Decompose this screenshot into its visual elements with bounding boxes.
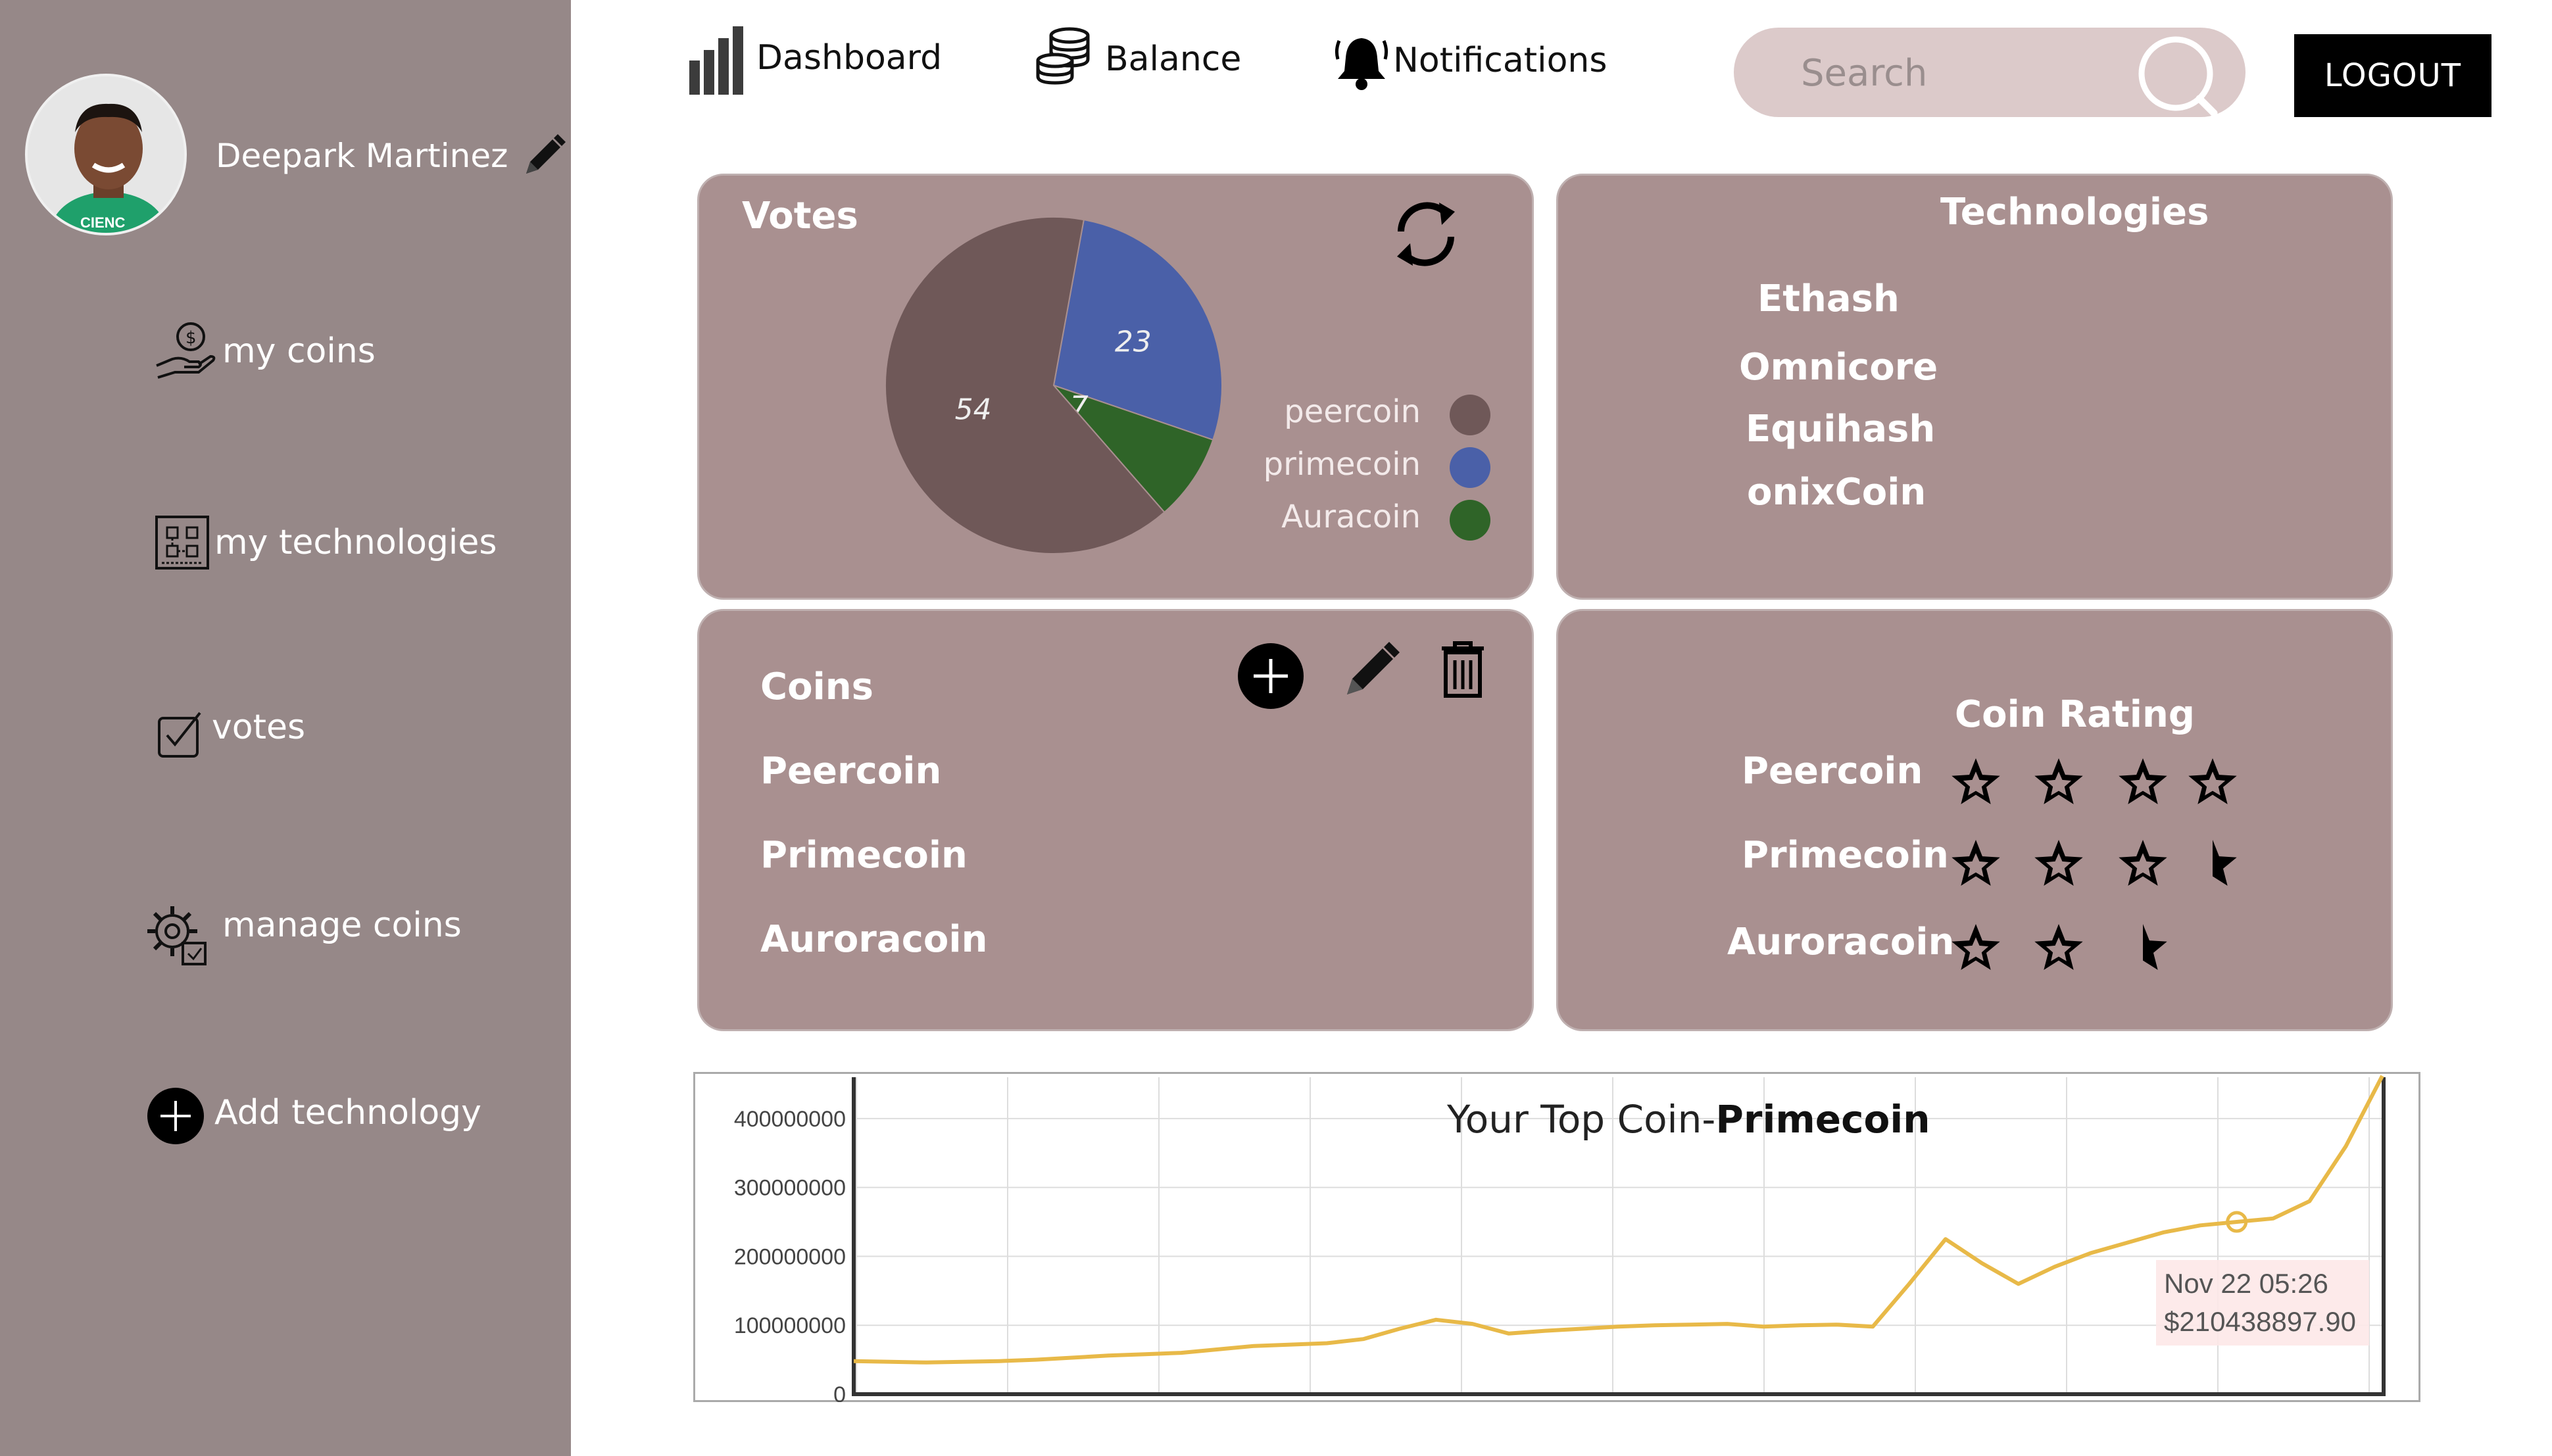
sidebar-item-label: my technologies: [214, 523, 497, 562]
votes-title: Votes: [742, 195, 858, 237]
technology-item[interactable]: Equihash: [1746, 408, 1936, 450]
rating-coin-name: Peercoin: [1742, 750, 1923, 792]
user-avatar[interactable]: CIENC: [25, 74, 187, 235]
coin-in-hand-icon: $: [156, 322, 216, 379]
coin-list-item[interactable]: Primecoin: [760, 834, 968, 877]
nav-notifications-label: Notifications: [1393, 41, 1607, 80]
rating-coin-name: Primecoin: [1742, 834, 1949, 877]
coin-rating-title: Coin Rating: [1955, 693, 2195, 736]
coins-card: [697, 609, 1534, 1031]
sidebar-item-label: votes: [212, 708, 306, 747]
search-input[interactable]: [1800, 45, 2105, 101]
top-coin-chart: [693, 1072, 2420, 1402]
chart-tooltip: [2156, 1260, 2369, 1346]
sidebar-item-label: my coins: [222, 331, 376, 371]
legend-dot-peercoin: [1450, 395, 1490, 435]
y-tick-label: 0: [833, 1382, 846, 1402]
star-icon: [1951, 758, 2000, 804]
technology-item[interactable]: onixCoin: [1747, 471, 1926, 514]
technology-item[interactable]: Omnicore: [1739, 346, 1938, 389]
sidebar: CIENC Deepark Martinez $ my coins my tec…: [0, 0, 571, 1456]
svg-text:$: $: [185, 328, 197, 348]
top-coin-line-chart: 0 100000000 200000000 300000000 400000000 Nov…: [734, 1075, 2386, 1402]
price-series-line: [853, 1075, 2384, 1365]
star-icon: [2034, 924, 2083, 970]
gear-settings-icon: [147, 906, 207, 965]
pie-label-primecoin: 23: [1115, 326, 1152, 359]
pie-slice-primecoin: [1052, 218, 1223, 441]
legend-label-auracoin: Auracoin: [1281, 498, 1421, 535]
rating-coin-name: Auroracoin: [1727, 921, 1955, 963]
add-coin-icon[interactable]: [1237, 642, 1305, 710]
sidebar-item-my-technologies[interactable]: my technologies: [153, 513, 497, 572]
nav-notifications[interactable]: Notifications: [1334, 33, 1607, 91]
pie-slice-auracoin: [1051, 383, 1214, 514]
refresh-icon[interactable]: [1386, 195, 1465, 274]
legend-label-peercoin: peercoin: [1284, 393, 1421, 430]
checkbox-icon: [158, 712, 201, 758]
legend-dot-primecoin: [1450, 447, 1490, 488]
coin-list-item[interactable]: Auroracoin: [760, 918, 988, 961]
star-icon: [2188, 758, 2237, 804]
logout-button[interactable]: LOGOUT: [2294, 34, 2491, 117]
sidebar-item-add-technology[interactable]: Add technology: [146, 1086, 481, 1146]
coin-stack-icon: [1036, 27, 1090, 85]
star-icon: [2034, 758, 2083, 804]
sidebar-item-manage-coins[interactable]: manage coins: [143, 902, 462, 968]
tooltip-marker: [2226, 1211, 2248, 1233]
coins-title: Coins: [760, 666, 873, 708]
edit-coin-pencil-icon[interactable]: [1343, 639, 1402, 698]
technologies-title: Technologies: [1940, 191, 2209, 233]
y-tick-label: 100000000: [734, 1313, 846, 1338]
y-tick-label: 400000000: [734, 1107, 846, 1132]
delete-trash-icon[interactable]: [1438, 641, 1488, 700]
star-half-icon: [2213, 840, 2237, 886]
technology-item[interactable]: Ethash: [1757, 278, 1900, 320]
nav-balance[interactable]: Balance: [1034, 26, 1241, 85]
coin-list-item[interactable]: Peercoin: [760, 750, 942, 792]
add-circle-icon: [147, 1088, 204, 1144]
pie-label-peercoin: 54: [955, 393, 992, 426]
tooltip-value: $210438897.90: [2164, 1306, 2356, 1337]
search-icon[interactable]: [2128, 30, 2227, 122]
tooltip-date: Nov 22 05:26: [2164, 1268, 2328, 1299]
sidebar-item-my-coins[interactable]: $ my coins: [153, 318, 376, 384]
edit-profile-pencil-icon[interactable]: [520, 132, 568, 180]
star-icon: [1951, 840, 2000, 886]
star-icon: [2034, 840, 2083, 886]
legend-label-primecoin: primecoin: [1263, 446, 1421, 483]
star-icon: [2119, 840, 2167, 886]
svg-text:CIENC: CIENC: [80, 214, 126, 231]
chart-title: Your Top Coin-Primecoin: [1447, 1097, 1930, 1142]
avatar-image: CIENC: [28, 76, 184, 233]
star-icon: [2119, 758, 2167, 804]
y-tick-label: 300000000: [734, 1176, 846, 1201]
y-tick-label: 200000000: [734, 1244, 846, 1269]
bell-icon: [1335, 38, 1388, 90]
pie-slice-peercoin: [885, 216, 1166, 554]
chart-title-prefix: Your Top Coin-: [1447, 1097, 1716, 1142]
circuit-board-icon: [155, 516, 209, 570]
bar-chart-icon: [689, 26, 743, 95]
nav-dashboard-label: Dashboard: [756, 38, 943, 78]
nav-dashboard[interactable]: Dashboard: [688, 25, 942, 96]
sidebar-item-label: manage coins: [222, 906, 462, 945]
technologies-card: [1556, 174, 2393, 600]
legend-dot-auracoin: [1450, 500, 1490, 541]
chart-axes: [852, 1077, 2386, 1396]
sidebar-item-votes[interactable]: votes: [155, 708, 306, 759]
user-name: Deepark Martinez: [216, 137, 508, 175]
sidebar-item-label: Add technology: [214, 1093, 481, 1132]
nav-balance-label: Balance: [1105, 39, 1242, 79]
star-half-icon: [2143, 924, 2167, 970]
star-icon: [1951, 924, 2000, 970]
chart-title-coin: Primecoin: [1715, 1097, 1930, 1142]
search-bar: [1734, 28, 2245, 117]
